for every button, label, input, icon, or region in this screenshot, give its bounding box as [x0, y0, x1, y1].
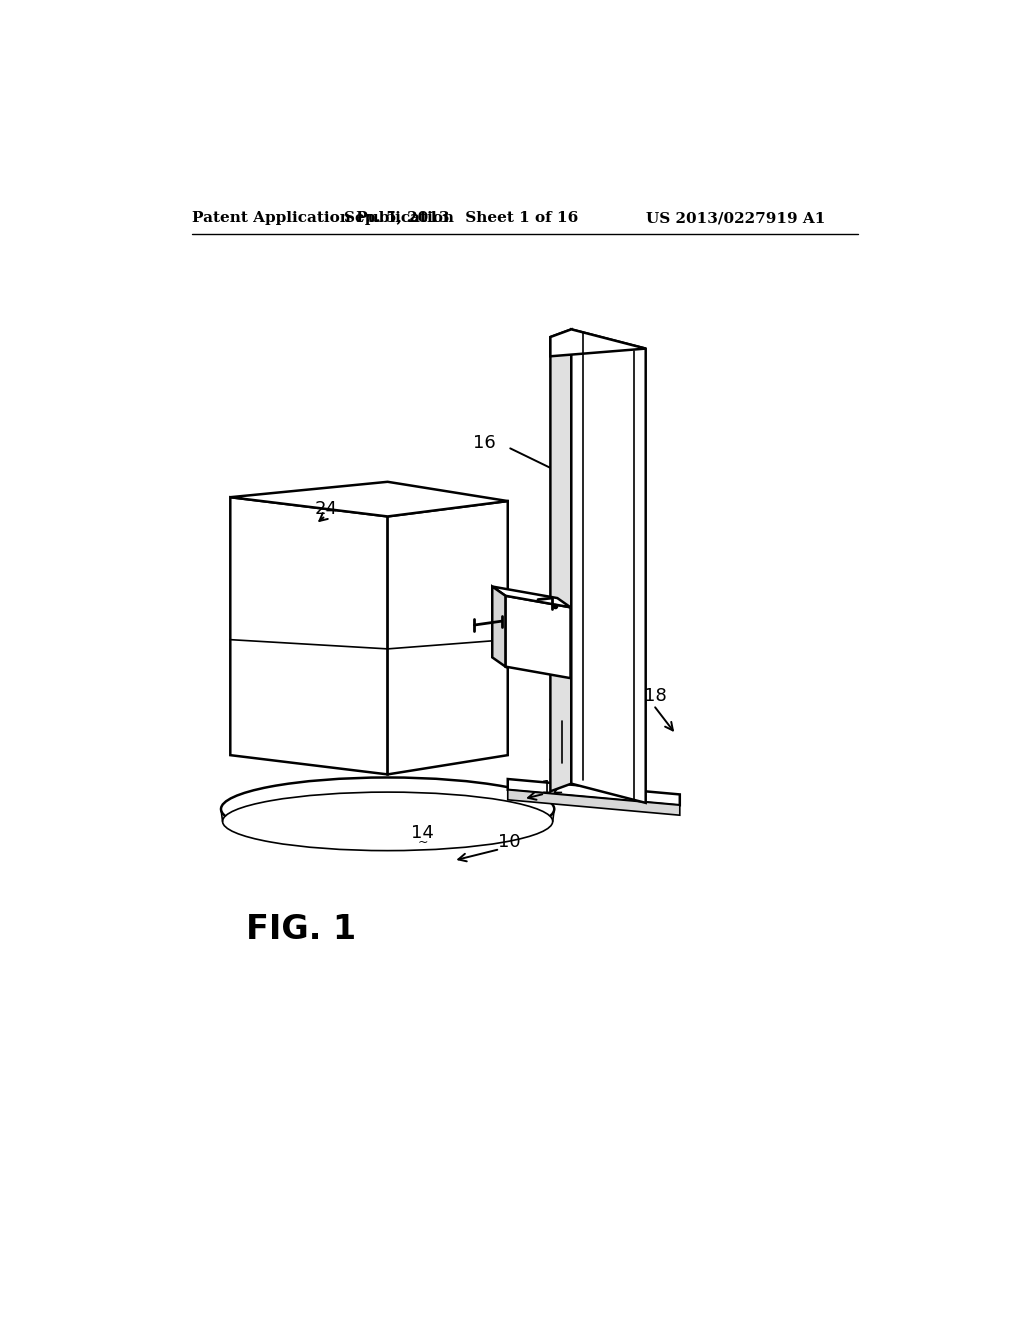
Polygon shape [550, 330, 571, 792]
Polygon shape [508, 779, 680, 805]
Ellipse shape [221, 777, 554, 841]
Text: 16: 16 [473, 434, 496, 453]
Text: 14: 14 [411, 824, 434, 842]
Polygon shape [230, 498, 388, 775]
Text: 10: 10 [498, 833, 520, 851]
Ellipse shape [222, 792, 553, 850]
Polygon shape [493, 586, 506, 667]
Text: US 2013/0227919 A1: US 2013/0227919 A1 [646, 211, 825, 226]
Polygon shape [493, 586, 570, 607]
Text: 18: 18 [644, 686, 667, 705]
Text: 12: 12 [542, 779, 564, 797]
Polygon shape [550, 330, 646, 356]
Text: FIG. 1: FIG. 1 [246, 913, 356, 946]
Text: 24: 24 [315, 500, 338, 517]
Polygon shape [388, 502, 508, 775]
Polygon shape [571, 330, 646, 803]
Text: Sep. 5, 2013   Sheet 1 of 16: Sep. 5, 2013 Sheet 1 of 16 [344, 211, 579, 226]
Text: Patent Application Publication: Patent Application Publication [191, 211, 454, 226]
Polygon shape [506, 595, 570, 678]
Text: 20: 20 [562, 723, 585, 741]
Text: ~: ~ [417, 836, 428, 849]
Polygon shape [230, 482, 508, 516]
Polygon shape [508, 789, 680, 816]
